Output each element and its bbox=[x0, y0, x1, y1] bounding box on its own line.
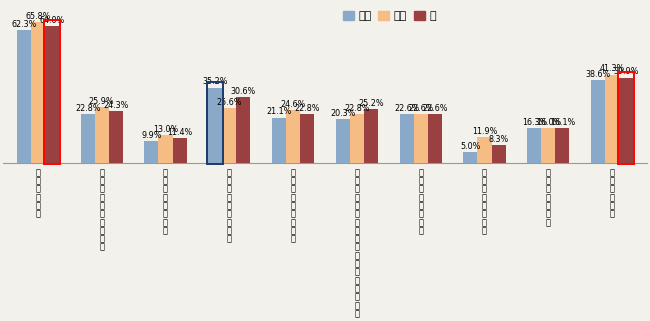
Bar bbox=[144, 142, 159, 162]
Text: 22.8%: 22.8% bbox=[344, 104, 370, 113]
Text: 16.3%: 16.3% bbox=[522, 117, 547, 126]
Text: 5.0%: 5.0% bbox=[460, 142, 480, 151]
Text: 22.6%: 22.6% bbox=[408, 104, 434, 113]
Text: 35.2%: 35.2% bbox=[203, 77, 228, 86]
Bar bbox=[619, 78, 633, 162]
Bar bbox=[491, 145, 506, 162]
Text: 22.6%: 22.6% bbox=[422, 104, 447, 113]
Text: 39.9%: 39.9% bbox=[614, 67, 639, 76]
Bar bbox=[109, 111, 123, 162]
Text: 38.6%: 38.6% bbox=[586, 70, 611, 79]
Bar bbox=[364, 109, 378, 162]
Text: 24.6%: 24.6% bbox=[280, 100, 305, 109]
Text: 24.3%: 24.3% bbox=[103, 100, 129, 109]
Bar bbox=[222, 108, 237, 162]
Text: 65.8%: 65.8% bbox=[25, 12, 51, 21]
Bar bbox=[413, 114, 428, 162]
Bar bbox=[463, 152, 478, 162]
Text: 22.6%: 22.6% bbox=[394, 104, 419, 113]
Text: 13.0%: 13.0% bbox=[153, 125, 178, 134]
Bar bbox=[44, 21, 60, 164]
Bar bbox=[208, 88, 222, 162]
Bar bbox=[350, 114, 364, 162]
Bar bbox=[207, 82, 223, 164]
Text: 22.8%: 22.8% bbox=[294, 104, 320, 113]
Bar bbox=[95, 108, 109, 162]
Bar bbox=[591, 80, 605, 162]
Text: 22.8%: 22.8% bbox=[75, 104, 100, 113]
Text: 16.0%: 16.0% bbox=[536, 118, 561, 127]
Bar bbox=[400, 114, 413, 162]
Bar bbox=[31, 22, 45, 162]
Bar bbox=[286, 110, 300, 162]
Text: 25.6%: 25.6% bbox=[216, 98, 242, 107]
Bar bbox=[541, 128, 555, 162]
Text: 16.1%: 16.1% bbox=[550, 118, 575, 127]
Bar bbox=[336, 119, 350, 162]
Bar bbox=[17, 30, 31, 162]
Bar bbox=[172, 138, 187, 162]
Bar bbox=[300, 114, 314, 162]
Text: 25.9%: 25.9% bbox=[89, 97, 114, 106]
Text: 41.3%: 41.3% bbox=[599, 64, 625, 73]
Legend: 男性, 女性, 計: 男性, 女性, 計 bbox=[339, 7, 441, 26]
Bar bbox=[81, 114, 95, 162]
Text: 21.1%: 21.1% bbox=[266, 107, 292, 116]
Text: 11.9%: 11.9% bbox=[472, 127, 497, 136]
Bar bbox=[555, 128, 569, 162]
Text: 9.9%: 9.9% bbox=[141, 131, 162, 140]
Bar bbox=[527, 128, 541, 162]
Bar bbox=[428, 114, 442, 162]
Bar bbox=[237, 97, 250, 162]
Bar bbox=[45, 26, 59, 162]
Text: 64.0%: 64.0% bbox=[39, 16, 64, 25]
Bar bbox=[618, 72, 634, 164]
Bar bbox=[159, 135, 172, 162]
Text: 20.3%: 20.3% bbox=[330, 109, 356, 118]
Bar bbox=[272, 117, 286, 162]
Text: 11.4%: 11.4% bbox=[167, 128, 192, 137]
Text: 8.3%: 8.3% bbox=[488, 134, 509, 143]
Bar bbox=[478, 137, 491, 162]
Text: 30.6%: 30.6% bbox=[231, 87, 256, 96]
Text: 62.3%: 62.3% bbox=[11, 20, 36, 29]
Text: 25.2%: 25.2% bbox=[358, 99, 384, 108]
Bar bbox=[605, 74, 619, 162]
